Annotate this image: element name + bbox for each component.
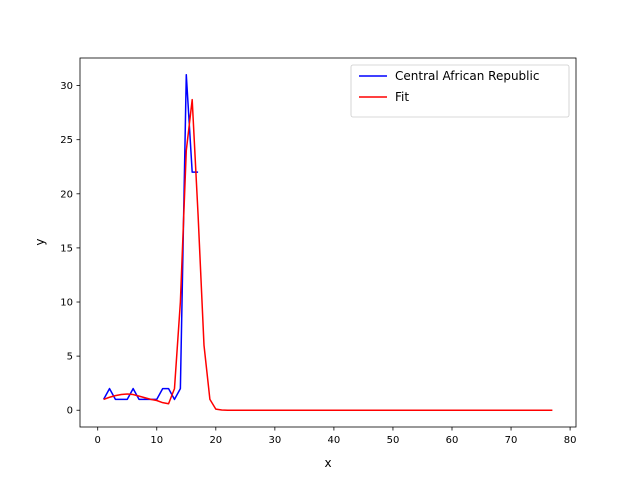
plot-lines xyxy=(102,74,553,411)
legend-entry-label: Fit xyxy=(395,90,409,104)
legend: Central African Republic Fit xyxy=(350,64,570,118)
series-line-1 xyxy=(103,98,553,411)
x-tick-label: 20 xyxy=(209,435,222,446)
y-tick-label: 20 xyxy=(60,189,73,200)
x-tick-label: 10 xyxy=(150,435,163,446)
axes-frame xyxy=(79,57,577,428)
y-axis-label: y xyxy=(33,238,47,245)
x-axis-ticks: 0 10 20 30 40 50 60 70 80 xyxy=(95,427,577,446)
x-tick-label: 40 xyxy=(328,435,341,446)
axes-border xyxy=(79,57,577,428)
x-axis-label: x xyxy=(324,456,331,470)
x-tick-label: 30 xyxy=(268,435,281,446)
x-tick-label: 70 xyxy=(505,435,518,446)
x-tick-label: 50 xyxy=(387,435,400,446)
y-tick-label: 0 xyxy=(67,406,73,417)
y-tick-label: 15 xyxy=(60,243,73,254)
legend-entry-label: Central African Republic xyxy=(395,69,539,83)
y-tick-label: 10 xyxy=(60,298,73,309)
legend-box xyxy=(350,64,570,118)
y-tick-label: 5 xyxy=(67,352,73,363)
y-tick-label: 30 xyxy=(60,81,73,92)
x-tick-label: 60 xyxy=(446,435,459,446)
x-tick-label: 80 xyxy=(564,435,577,446)
x-tick-label: 0 xyxy=(95,435,101,446)
y-axis-ticks: 0 5 10 15 20 25 30 xyxy=(60,81,80,417)
y-tick-label: 25 xyxy=(60,135,73,146)
